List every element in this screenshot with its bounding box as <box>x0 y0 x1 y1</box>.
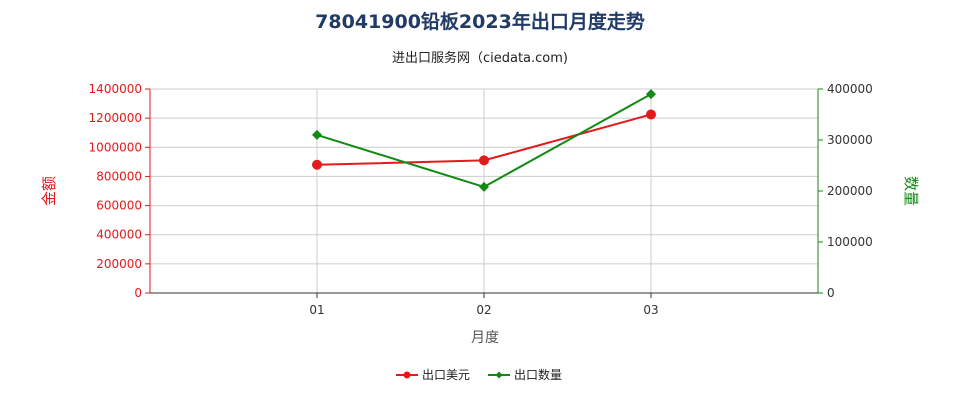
legend-label: 出口数量 <box>514 367 562 382</box>
chart-title: 78041900铅板2023年出口月度走势 <box>315 10 645 33</box>
legend-item-2[interactable]: 出口数量 <box>488 367 562 382</box>
y-left-tick-label: 1400000 <box>89 82 142 96</box>
series-2-point <box>646 89 656 100</box>
legend-label: 出口美元 <box>422 368 470 382</box>
chart-subtitle: 进出口服务网（ciedata.com) <box>392 50 568 66</box>
x-axis-label: 月度 <box>471 330 499 346</box>
y-right-tick-label: 400000 <box>827 82 873 96</box>
series-1-point <box>312 159 322 170</box>
series-2-point <box>479 181 489 192</box>
y-left-tick-label: 1200000 <box>89 111 142 125</box>
y-left-tick-label: 600000 <box>96 199 142 213</box>
y-right-tick-label: 100000 <box>827 235 873 249</box>
series-2-point <box>312 129 322 140</box>
y-right-axis-label: 数量 <box>902 176 920 206</box>
legend-item-1[interactable]: 出口美元 <box>396 368 470 382</box>
series <box>312 89 656 192</box>
x-tick-label: 03 <box>643 303 658 317</box>
legend-swatch-marker <box>403 371 411 379</box>
legend-swatch-marker <box>495 371 503 379</box>
y-right-tick-label: 300000 <box>827 133 873 147</box>
y-left-tick-label: 800000 <box>96 169 142 183</box>
y-left-tick-label: 0 <box>134 286 142 300</box>
series-1-point <box>646 109 656 120</box>
series-1-point <box>479 155 489 166</box>
y-left-tick-label: 200000 <box>96 257 142 271</box>
axes: 0200000400000600000800000100000012000001… <box>89 82 873 317</box>
x-tick-label: 02 <box>476 303 491 317</box>
y-right-tick-label: 0 <box>827 286 835 300</box>
y-left-tick-label: 400000 <box>96 228 142 242</box>
x-tick-label: 01 <box>309 303 324 317</box>
y-left-tick-label: 1000000 <box>89 140 142 154</box>
y-right-tick-label: 200000 <box>827 184 873 198</box>
legend: 出口美元 出口数量 <box>396 367 562 382</box>
y-left-axis-label: 金额 <box>40 176 58 206</box>
